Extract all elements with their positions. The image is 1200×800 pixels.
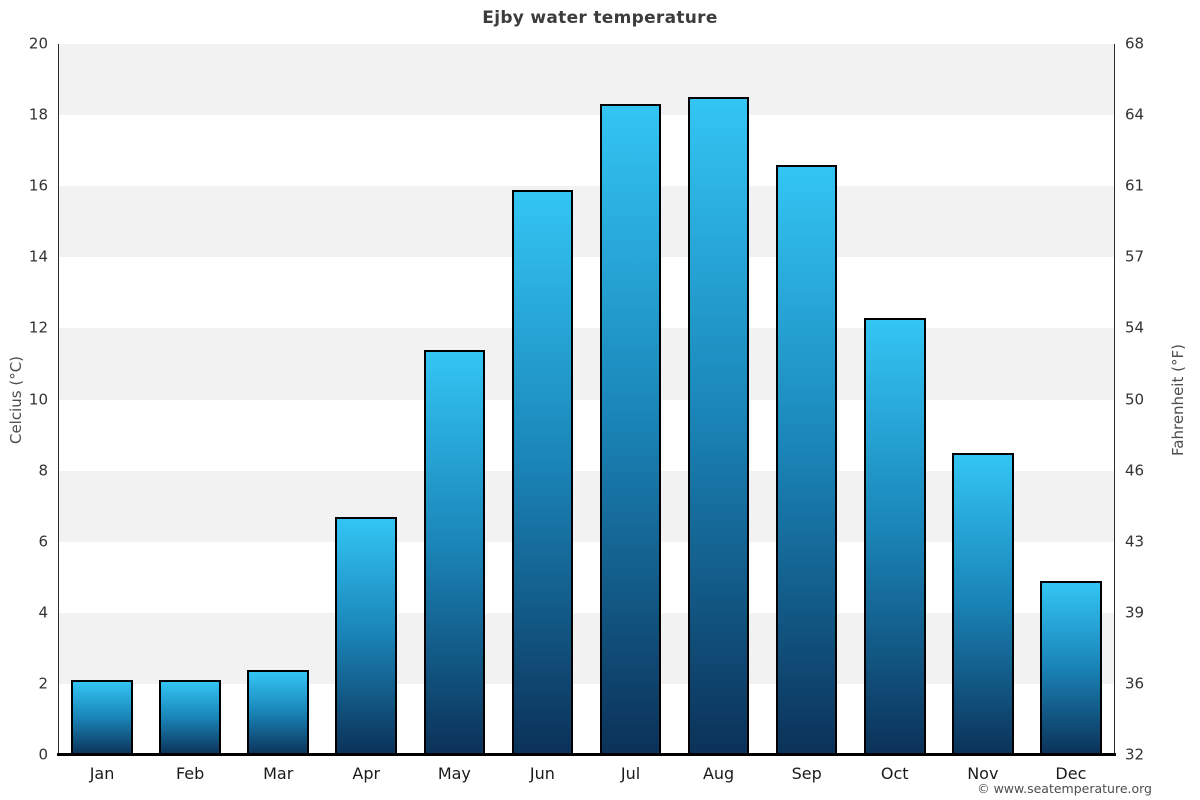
y-tick-label-fahrenheit-32: 32 (1125, 745, 1145, 764)
y-tick-label-celsius-12: 12 (28, 318, 48, 337)
y-tick-label-fahrenheit-68: 68 (1125, 34, 1145, 53)
plot-band (58, 115, 1115, 187)
bar-jan (71, 680, 133, 755)
y-axis-title-celsius: Celcius (°C) (7, 355, 25, 445)
bar-slot-jun (498, 44, 586, 755)
copyright-credit: © www.seatemperature.org (977, 781, 1152, 796)
bar-slot-jan (58, 44, 146, 755)
y-tick-label-fahrenheit-54: 54 (1125, 318, 1145, 337)
y-axis-ticks-fahrenheit: 32 36 39 43 46 50 54 57 61 64 68 (1125, 36, 1171, 762)
plot-band (58, 541, 1115, 613)
y-tick-label-celsius-16: 16 (28, 176, 48, 195)
chart-title: Ejby water temperature (482, 8, 718, 28)
x-axis-label-aug: Aug (702, 764, 735, 783)
bar-dec (1040, 580, 1102, 755)
y-tick-label-celsius-8: 8 (38, 461, 48, 480)
y-axis-title-fahrenheit: Fahrenheit (°F) (1169, 344, 1187, 456)
y-axis-line-right (1114, 44, 1115, 755)
bar-slot-apr (322, 44, 410, 755)
bar-slot-mar (234, 44, 322, 755)
x-axis-label-feb: Feb (175, 764, 205, 783)
y-tick-label-celsius-2: 2 (38, 674, 48, 693)
bar-slot-aug (675, 44, 763, 755)
plot-band (58, 470, 1115, 542)
bar-slot-jul (586, 44, 674, 755)
bar-aug (687, 97, 750, 755)
x-axis-label-dec: Dec (1055, 764, 1087, 783)
y-tick-label-fahrenheit-39: 39 (1125, 603, 1145, 622)
x-axis-label-sep: Sep (791, 764, 822, 783)
y-tick-label-celsius-4: 4 (38, 603, 48, 622)
y-tick-label-fahrenheit-50: 50 (1125, 390, 1145, 408)
bar-sep (775, 164, 838, 755)
y-tick-label-fahrenheit-57: 57 (1125, 247, 1145, 266)
x-axis-label-nov: Nov (967, 764, 999, 783)
plot-band (58, 257, 1115, 329)
plot-band (58, 612, 1115, 684)
bar-oct (863, 317, 926, 755)
bars-container (58, 44, 1115, 755)
x-axis-label-apr: Apr (352, 764, 381, 783)
x-axis-label-may: May (437, 764, 471, 783)
y-tick-label-fahrenheit-64: 64 (1125, 105, 1145, 124)
x-axis-label-mar: Mar (263, 764, 294, 783)
bar-jun (511, 189, 574, 755)
bar-mar (247, 669, 310, 755)
plot-area: 0 2 4 6 8 10 12 14 16 18 20 32 36 39 43 46 50 54 57 61 64 68… (29, 36, 1144, 783)
bar-jul (599, 104, 662, 755)
y-axis-line-left (58, 44, 59, 755)
y-tick-label-fahrenheit-61: 61 (1125, 176, 1145, 195)
plot-band (58, 399, 1115, 471)
x-axis-labels: Jan Feb Mar Apr May Jun Jul Aug Sep Oct Nov Dec (58, 764, 1115, 783)
bar-slot-may (410, 44, 498, 755)
x-axis-line (57, 753, 1116, 756)
x-axis-label-oct: Oct (880, 764, 909, 783)
bar-slot-feb (146, 44, 234, 755)
y-tick-label-fahrenheit-36: 36 (1125, 674, 1145, 693)
y-tick-label-celsius-6: 6 (38, 532, 48, 551)
y-axis-ticks-celsius: 0 2 4 6 8 10 12 14 16 18 20 (4, 36, 48, 762)
x-axis-label-jul: Jul (620, 764, 641, 783)
y-tick-label-celsius-18: 18 (28, 105, 48, 124)
x-axis-label-jun: Jun (529, 764, 555, 783)
plot-bands (58, 44, 1115, 755)
plot-band (58, 186, 1115, 258)
bar-feb (159, 680, 221, 755)
bar-slot-sep (763, 44, 851, 755)
y-tick-label-celsius-10: 10 (28, 390, 48, 408)
plot-band (58, 683, 1115, 755)
y-tick-label-fahrenheit-43: 43 (1125, 532, 1145, 551)
bar-apr (335, 516, 398, 755)
y-tick-label-celsius-20: 20 (28, 34, 48, 53)
bar-slot-nov (939, 44, 1027, 755)
bar-slot-oct (851, 44, 939, 755)
plot-band (58, 328, 1115, 400)
bar-slot-dec (1027, 44, 1115, 755)
bar-nov (952, 452, 1014, 755)
x-axis-label-jan: Jan (89, 764, 115, 783)
plot-band (58, 44, 1115, 116)
y-tick-label-fahrenheit-46: 46 (1125, 461, 1145, 480)
y-tick-label-celsius-14: 14 (28, 247, 48, 266)
bar-may (423, 349, 486, 755)
y-tick-label-celsius-0: 0 (38, 745, 48, 764)
